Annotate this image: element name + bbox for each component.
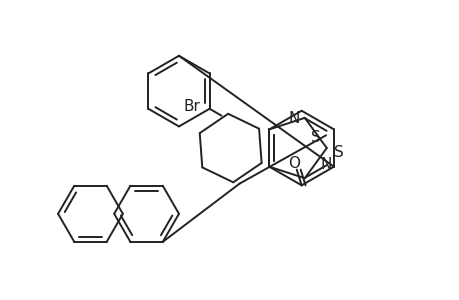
Text: N: N — [287, 111, 299, 126]
Text: N: N — [320, 157, 331, 172]
Text: O: O — [287, 156, 299, 171]
Text: S: S — [333, 146, 343, 160]
Text: S: S — [311, 130, 320, 145]
Text: Br: Br — [183, 99, 200, 114]
